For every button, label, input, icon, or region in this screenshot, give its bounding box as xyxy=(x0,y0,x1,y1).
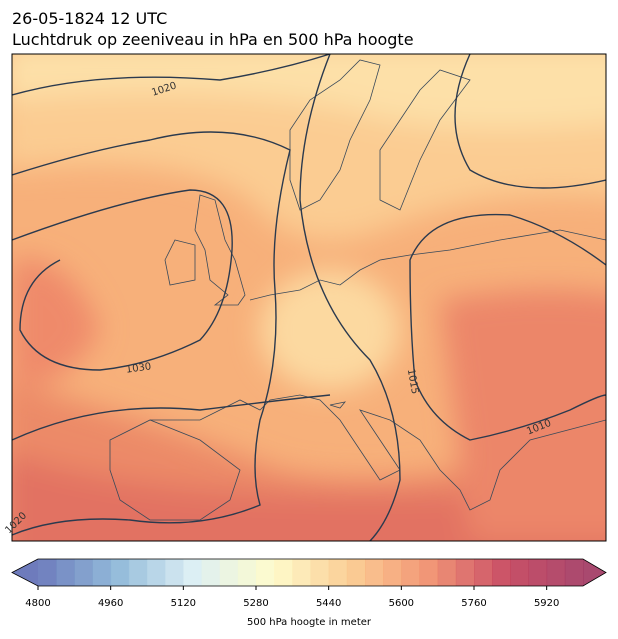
colorbar-level xyxy=(528,559,548,586)
colorbar-tick-label: 5920 xyxy=(534,598,559,609)
isobars xyxy=(12,54,606,541)
colorbar-level xyxy=(564,559,584,586)
colorbar-tick-label: 5440 xyxy=(316,598,341,609)
colorbar-tick-label: 4960 xyxy=(98,598,123,609)
date: 26-05-1824 12 UTC xyxy=(12,9,167,28)
colorbar-extend-high xyxy=(583,559,606,586)
colorbar-tick-label: 5600 xyxy=(389,598,414,609)
colorbar-level xyxy=(546,559,566,586)
colorbar-level xyxy=(437,559,457,586)
colorbar-level xyxy=(365,559,384,586)
colorbar-level xyxy=(401,559,420,586)
colorbar-level xyxy=(128,559,148,586)
height-field xyxy=(12,54,606,541)
coastlines xyxy=(109,59,606,521)
colorbar-level xyxy=(237,559,257,586)
colorbar-level xyxy=(274,559,293,586)
isobar-label: 1030 xyxy=(125,361,152,375)
colorbar-level xyxy=(165,559,184,586)
colorbar-level xyxy=(201,559,221,586)
colorbar-level xyxy=(183,559,202,586)
colorbar-level xyxy=(38,559,57,586)
colorbar-level xyxy=(56,559,75,586)
map xyxy=(12,54,606,541)
colorbar-level xyxy=(474,559,493,586)
colorbar-level xyxy=(256,559,275,586)
colorbar-level xyxy=(147,559,166,586)
title: Luchtdruk op zeeniveau in hPa en 500 hPa… xyxy=(12,30,414,49)
colorbar-level xyxy=(310,559,330,586)
colorbar-tick-label: 5120 xyxy=(171,598,196,609)
colorbar-label: 500 hPa hoogte in meter xyxy=(247,617,372,628)
colorbar-tick-label: 4800 xyxy=(25,598,50,609)
colorbar-outline xyxy=(11,558,607,587)
colorbar-tick-label: 5280 xyxy=(243,598,268,609)
isobar-label: 1015 xyxy=(405,368,420,395)
colorbar-level xyxy=(419,559,439,586)
colorbar-level xyxy=(455,559,475,586)
colorbar-level xyxy=(492,559,511,586)
colorbar-level xyxy=(383,559,402,586)
colorbar: 4800 4960 5120 5280 5440 5600 5760 5920 xyxy=(11,558,607,609)
colorbar-extend-low xyxy=(12,559,38,586)
colorbar-tick-label: 5760 xyxy=(461,598,486,609)
colorbar-level xyxy=(219,559,239,586)
colorbar-level xyxy=(328,559,348,586)
colorbar-level xyxy=(110,559,130,586)
colorbar-level xyxy=(74,559,93,586)
colorbar-level xyxy=(346,559,366,586)
colorbar-level xyxy=(510,559,529,586)
colorbar-level xyxy=(292,559,311,586)
colorbar-level xyxy=(92,559,112,586)
map-frame xyxy=(11,53,607,542)
